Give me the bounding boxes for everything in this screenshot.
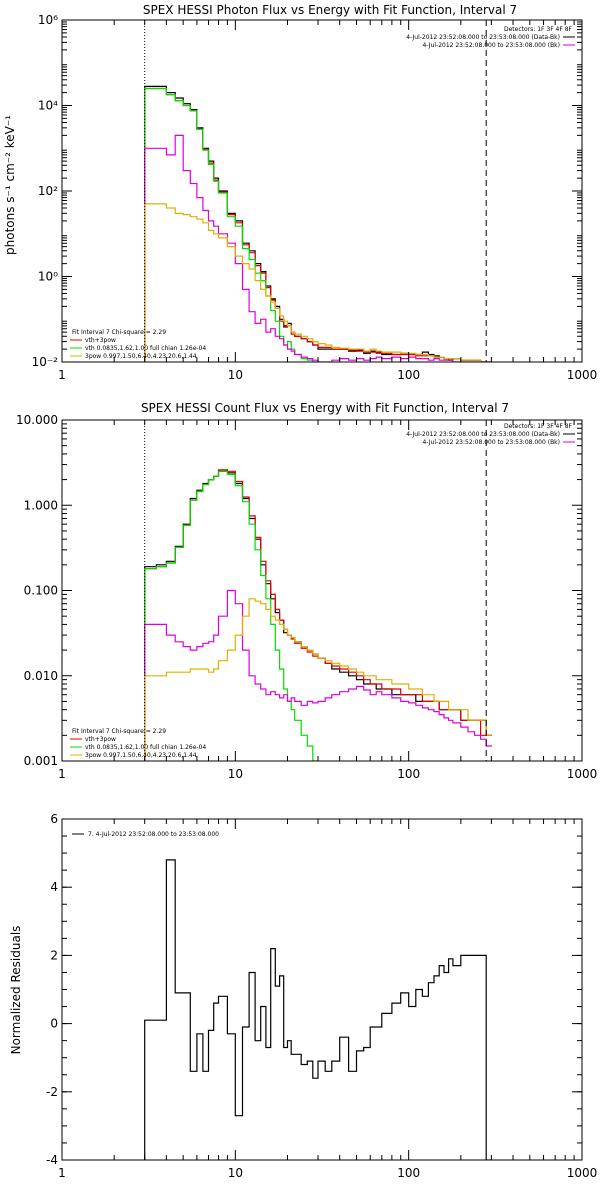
residuals-y-tick-label: 2 [50,948,58,962]
photon-flux-y-tick-label: 10⁶ [38,13,58,27]
residuals-ylabel: Normalized Residuals [9,926,23,1055]
count-flux-series-3pow [144,589,492,761]
photon-flux-fit-total: vth+3pow [85,337,116,344]
photon-flux-fit-vth: vth 0.0835,1.62,1.00 full chian 1.26e-04 [85,345,206,352]
photon-flux-series-3pow [144,134,482,362]
count-flux-title: SPEX HESSI Count Flux vs Energy with Fit… [141,401,509,415]
photon-flux-ylabel: photons s⁻¹ cm⁻² keV⁻¹ [3,115,17,255]
photon-flux-title: SPEX HESSI Photon Flux vs Energy with Fi… [143,3,517,17]
count-flux-series-data-bk [144,470,492,761]
residuals-panel: Normalized Residuals 7. 4-Jul-2012 23:52… [9,812,597,1180]
photon-flux-fit-3pow: 3pow 0.997,1.50,6.40,4.23,20.6,1.44 [85,353,197,360]
photon-flux-legend-data: 4-Jul-2012 23:52:08.000 to 23:53:08.000 … [406,34,560,41]
count-flux-y-tick-label: 0.001 [24,754,58,768]
count-flux-fit-3pow: 3pow 0.997,1.50,6.40,4.23,20.6,1.44 [85,752,197,759]
residuals-y-tick-label: 6 [50,812,58,826]
residuals-x-tick-label: 1000 [567,1166,598,1180]
count-flux-y-tick-label: 0.100 [24,584,58,598]
count-flux-x-tick-label: 1 [58,767,66,781]
count-flux-plot-frame [61,419,583,762]
count-flux-series-3pow-soft-component [144,598,492,761]
residuals-y-tick-label: -2 [46,1085,58,1099]
count-flux-y-tick-label: 0.010 [24,669,58,683]
count-flux-x-tick-label: 100 [397,767,420,781]
photon-flux-series-group [144,85,492,362]
count-flux-panel: SPEX HESSI Count Flux vs Energy with Fit… [16,401,597,781]
photon-flux-x-tick-label: 10 [228,368,243,382]
residuals-x-tick-label: 1 [58,1166,66,1180]
count-flux-legend-data: 4-Jul-2012 23:52:08.000 to 23:53:08.000 … [406,431,560,438]
count-flux-fit-title: Fit Interval 7 Chi-square = 2.29 [72,728,166,735]
photon-flux-y-tick-label: 10⁰ [38,270,58,284]
count-flux-fit-vth: vth 0.0835,1.62,1.00 full chian 1.26e-04 [85,744,206,751]
photon-flux-x-tick-label: 100 [397,368,420,382]
photon-flux-y-tick-label: 10² [38,184,58,198]
photon-flux-y-tick-label: 10⁻² [32,355,59,369]
residuals-x-tick-label: 10 [228,1166,243,1180]
residuals-plot-frame [61,818,583,1161]
residuals-series-group [144,859,492,1160]
count-flux-x-tick-label: 1000 [567,767,598,781]
photon-flux-plot-frame [61,19,583,363]
photon-flux-y-tick-label: 10⁴ [38,99,58,113]
count-flux-y-tick-label: 1.000 [24,498,58,512]
count-flux-x-tick-label: 10 [228,767,243,781]
photon-flux-legend-bk: 4-Jul-2012 23:52:08.000 to 23:53:08.000 … [422,42,560,49]
count-flux-series-vth [144,470,319,761]
residuals-legend: 7. 4-Jul-2012 23:52:08.000 to 23:53:08.0… [88,831,219,838]
count-flux-fit-total: vth+3pow [85,736,116,743]
photon-flux-x-tick-label: 1000 [567,368,598,382]
residuals-y-tick-label: 0 [50,1017,58,1031]
residuals-x-tick-label: 100 [397,1166,420,1180]
residuals-y-tick-label: 4 [50,880,58,894]
photon-flux-fit-title: Fit Interval 7 Chi-square = 2.29 [72,329,166,336]
photon-flux-series-3pow-soft-component [144,203,492,362]
count-flux-legend-bk: 4-Jul-2012 23:52:08.000 to 23:53:08.000 … [422,439,560,446]
residuals-y-tick-label: -4 [46,1153,58,1167]
residuals-series-residuals [144,859,492,1160]
count-flux-y-tick-label: 10.000 [16,413,58,427]
photon-flux-legend-detectors: Detectors: 1F 3F 4F 8F [504,26,573,33]
photon-flux-x-tick-label: 1 [58,368,66,382]
count-flux-series-vth-3pow [144,469,492,761]
count-flux-legend-detectors: Detectors: 1F 3F 4F 8F [504,423,573,430]
photon-flux-panel: SPEX HESSI Photon Flux vs Energy with Fi… [3,3,597,382]
photon-flux-series-vth [144,87,319,362]
count-flux-series-group [144,469,492,761]
